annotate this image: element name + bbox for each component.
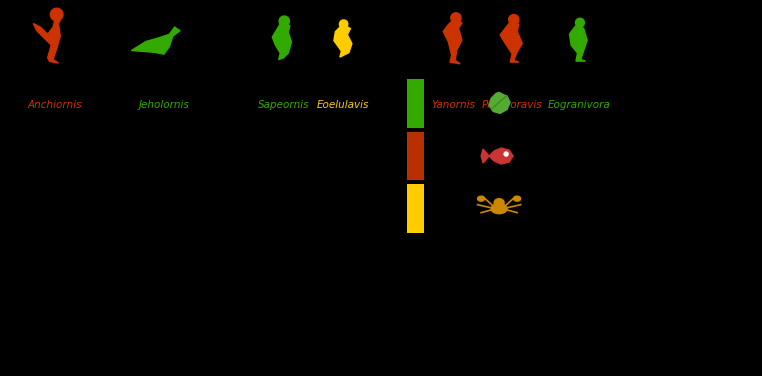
Polygon shape — [481, 149, 489, 163]
Bar — [407, 132, 424, 180]
Bar — [407, 79, 424, 128]
Polygon shape — [443, 18, 462, 64]
Ellipse shape — [514, 196, 520, 201]
Circle shape — [504, 152, 508, 156]
Text: Anchiornis: Anchiornis — [27, 100, 82, 110]
Polygon shape — [500, 20, 522, 62]
Ellipse shape — [494, 199, 504, 207]
Ellipse shape — [491, 204, 507, 214]
Text: Jeholornis: Jeholornis — [139, 100, 189, 110]
Circle shape — [50, 8, 63, 21]
Polygon shape — [34, 13, 62, 63]
Ellipse shape — [478, 196, 485, 201]
Polygon shape — [334, 24, 352, 57]
Text: Eoelulavis: Eoelulavis — [317, 100, 369, 110]
Circle shape — [575, 18, 584, 27]
Polygon shape — [272, 21, 291, 59]
Polygon shape — [489, 92, 510, 114]
Text: Piscivoravis: Piscivoravis — [482, 100, 543, 110]
Text: Yanornis: Yanornis — [431, 100, 475, 110]
Polygon shape — [131, 27, 180, 54]
Bar — [407, 184, 424, 233]
Text: Sapeornis: Sapeornis — [258, 100, 309, 110]
Circle shape — [339, 20, 347, 28]
Circle shape — [451, 13, 461, 23]
Polygon shape — [569, 23, 587, 61]
Polygon shape — [489, 148, 513, 164]
Circle shape — [509, 15, 519, 25]
Circle shape — [279, 16, 290, 26]
Text: Eogranivora: Eogranivora — [548, 100, 610, 110]
